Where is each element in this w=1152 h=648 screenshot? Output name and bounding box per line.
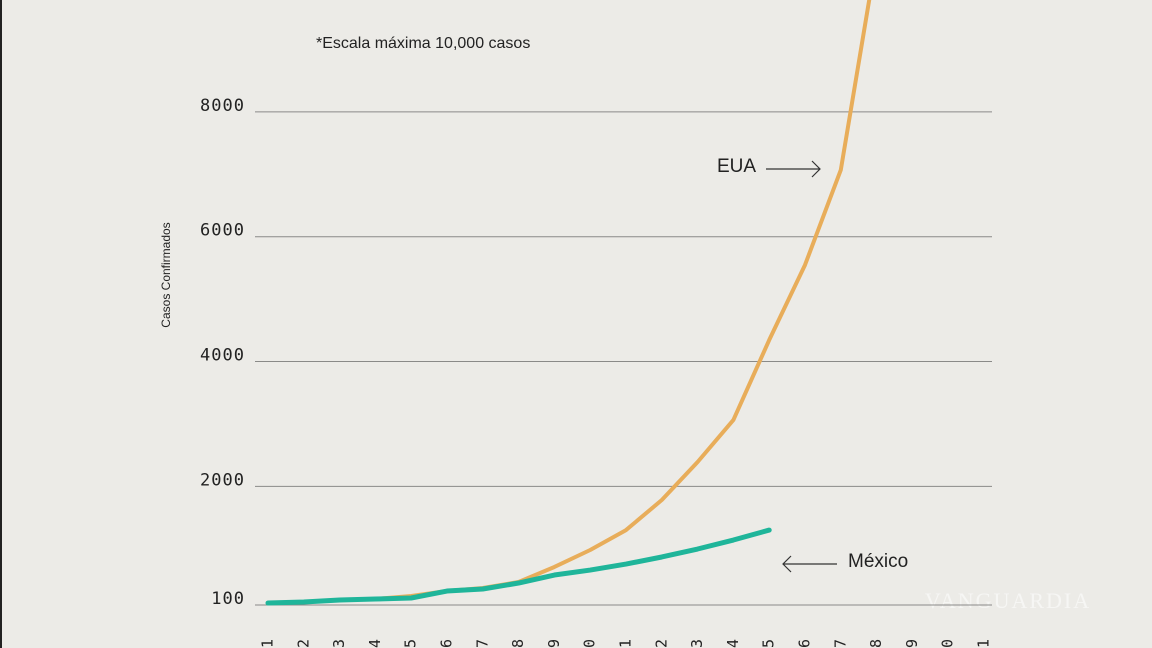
x-tick-label: 18 — [867, 638, 885, 648]
legend-label: México — [848, 551, 908, 572]
x-tick-label: 8 — [509, 638, 527, 648]
y-axis-label: Casos Confirmados — [159, 222, 173, 327]
y-tick-label: 2000 — [200, 470, 245, 490]
arrow — [766, 160, 821, 178]
x-tick-label: 5 — [402, 638, 420, 648]
x-tick-label: 12 — [652, 638, 670, 648]
series-line — [265, 527, 772, 606]
x-tick-label: 11 — [617, 638, 635, 648]
x-tick-label: 3 — [330, 638, 348, 648]
series-line — [266, 0, 872, 606]
x-tick-label: 21 — [975, 638, 993, 648]
x-tick-label: 4 — [366, 638, 384, 648]
x-tick-label: 1 — [259, 638, 277, 648]
x-tick-label: 17 — [831, 638, 849, 648]
y-tick-label: 100 — [211, 589, 245, 609]
y-tick-label: 6000 — [200, 221, 245, 241]
x-tick-label: 20 — [939, 638, 957, 648]
x-tick-label: 14 — [724, 638, 742, 648]
y-tick-label: 8000 — [200, 96, 245, 116]
x-tick-label: 19 — [903, 638, 921, 648]
x-tick-label: 15 — [760, 638, 778, 648]
y-tick-label: 4000 — [200, 346, 245, 366]
watermark: VANGUARDIA — [925, 588, 1091, 613]
x-tick-label: 10 — [581, 638, 599, 648]
x-tick-label: 9 — [545, 638, 563, 648]
arrow — [782, 555, 837, 573]
x-tick-label: 13 — [688, 638, 706, 648]
x-tick-label: 6 — [438, 638, 456, 648]
left-border — [0, 0, 2, 648]
x-tick-label: 2 — [294, 638, 312, 648]
x-tick-label: 7 — [473, 638, 491, 648]
annotation: *Escala máxima 10,000 casos — [316, 35, 530, 52]
legend-label: EUA — [717, 156, 756, 177]
x-tick-label: 16 — [796, 638, 814, 648]
